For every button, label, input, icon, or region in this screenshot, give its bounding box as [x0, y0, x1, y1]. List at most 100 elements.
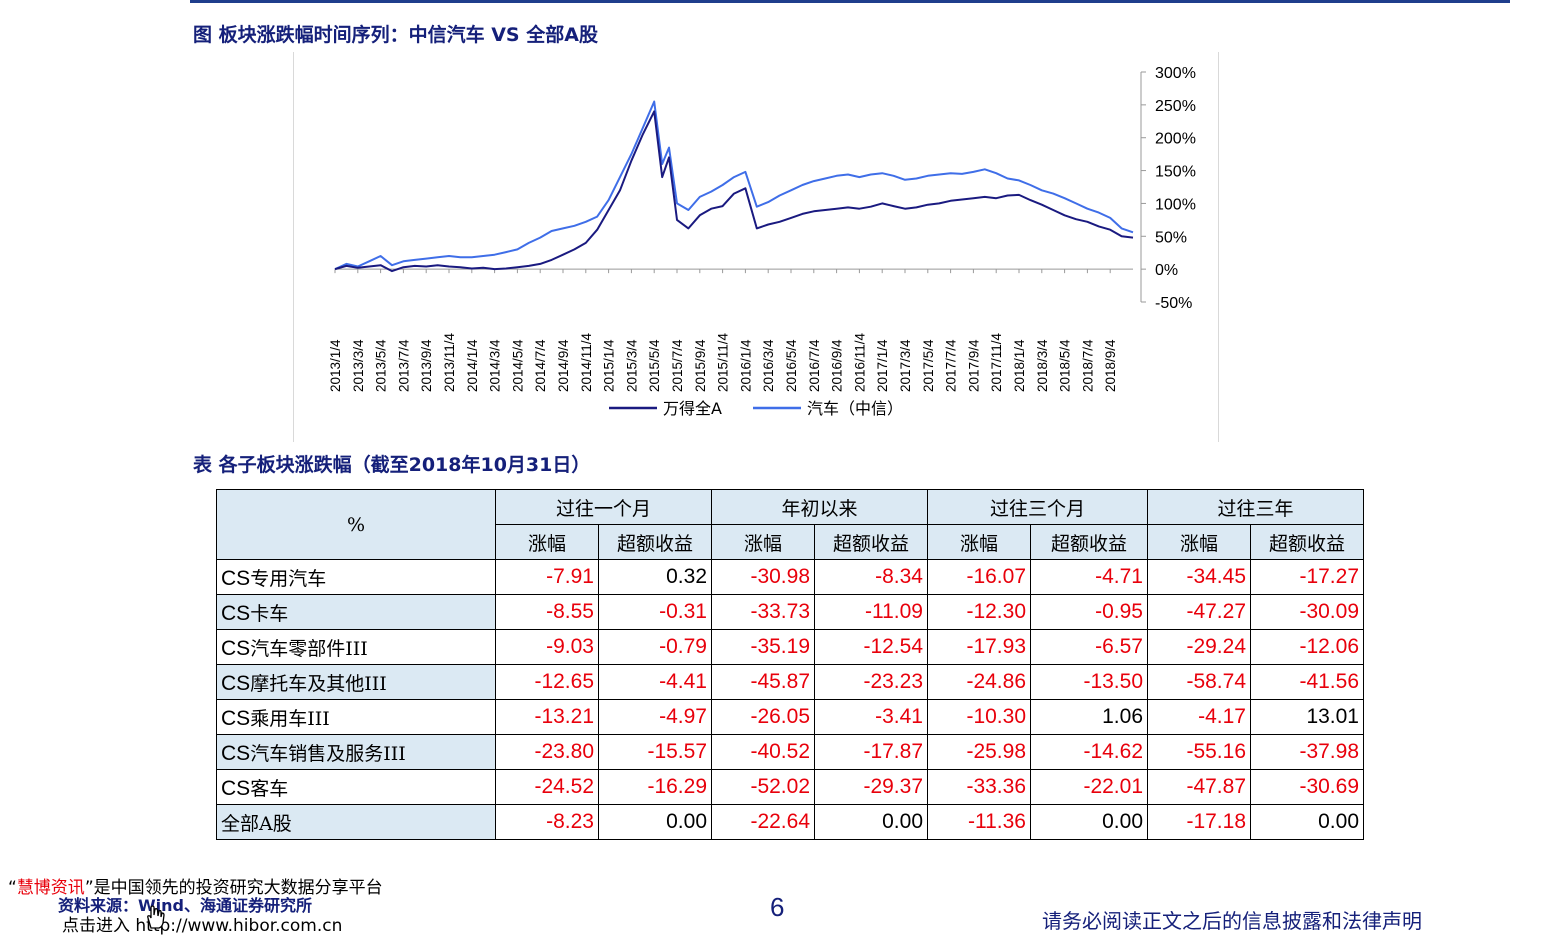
- row-label: 客车: [250, 777, 289, 800]
- x-tick-label: 2016/3/4: [761, 339, 776, 392]
- gain-cell: -33.73: [711, 594, 815, 630]
- group-header: 过往三年: [1147, 489, 1364, 525]
- excess-return-cell: -30.69: [1250, 769, 1364, 805]
- excess-return-cell: -41.56: [1250, 664, 1364, 700]
- x-tick-label: 2018/7/4: [1080, 339, 1095, 392]
- disclaimer: 请务必阅读正文之后的信息披露和法律声明: [1042, 909, 1422, 933]
- slogan-brand[interactable]: 慧博资讯: [16, 878, 85, 898]
- row-prefix: CS: [221, 671, 251, 695]
- excess-return-cell: -37.98: [1250, 734, 1364, 770]
- series-line: [334, 110, 1134, 273]
- x-tick-label: 2018/3/4: [1035, 339, 1050, 392]
- sub-header-excess: 超额收益: [1030, 524, 1148, 560]
- excess-return-cell: -14.62: [1030, 734, 1148, 770]
- x-tick-label: 2015/11/4: [716, 332, 731, 392]
- row-label: 摩托车及其他III: [250, 672, 387, 695]
- gain-cell: -17.93: [927, 629, 1031, 665]
- excess-return-cell: 13.01: [1250, 699, 1364, 735]
- x-tick-label: 2013/1/4: [328, 339, 343, 392]
- line-chart: 300% 250% 200% 150% 100% 50% 0% -50% 2013/1/4 201…: [293, 52, 1219, 442]
- gain-cell: -35.19: [711, 629, 815, 665]
- x-tick-label: 2015/9/4: [693, 339, 708, 392]
- y-tick-label: 300%: [1155, 65, 1196, 82]
- x-tick-label: 2014/1/4: [465, 339, 480, 392]
- x-tick-label: 2016/9/4: [830, 339, 845, 392]
- row-prefix: CS: [221, 741, 251, 765]
- x-tick-label: 2017/11/4: [989, 332, 1004, 392]
- source-note: 资料来源：Wind、海通证券研究所: [58, 896, 312, 915]
- x-tick-label: 2015/3/4: [624, 339, 639, 392]
- excess-return-cell: -12.54: [814, 629, 928, 665]
- gain-cell: -22.64: [711, 804, 815, 840]
- x-tick-label: 2016/7/4: [807, 339, 822, 392]
- excess-return-cell: -22.01: [1030, 769, 1148, 805]
- y-tick-label: 250%: [1155, 98, 1196, 115]
- gain-cell: -9.03: [495, 629, 599, 665]
- gain-cell: -12.65: [495, 664, 599, 700]
- x-tick-label: 2013/11/4: [442, 332, 457, 392]
- excess-return-cell: -17.27: [1250, 559, 1364, 595]
- sub-header-gain: 涨幅: [1147, 524, 1251, 560]
- x-tick-label: 2017/9/4: [966, 339, 981, 392]
- x-tick-label: 2016/11/4: [852, 332, 867, 392]
- excess-return-cell: -6.57: [1030, 629, 1148, 665]
- gain-cell: -10.30: [927, 699, 1031, 735]
- legend-label: 万得全A: [663, 399, 722, 418]
- y-tick-label: 100%: [1155, 196, 1196, 213]
- table-row: CS专用汽车 -7.91 0.32 -30.98 -8.34 -16.07 -4.71 -34…: [216, 559, 1364, 595]
- chart-section-title: 图 板块涨跌幅时间序列：中信汽车 VS 全部A股: [193, 24, 598, 46]
- row-label: 汽车销售及服务III: [250, 742, 406, 765]
- excess-return-cell: 0.32: [598, 559, 712, 595]
- gain-cell: -40.52: [711, 734, 815, 770]
- table-section-title: 表 各子板块涨跌幅（截至2018年10月31日）: [193, 454, 591, 476]
- group-header: 过往三个月: [927, 489, 1148, 525]
- gain-cell: -58.74: [1147, 664, 1251, 700]
- row-prefix: CS: [221, 636, 251, 660]
- gain-cell: -24.52: [495, 769, 599, 805]
- y-tick-label: 200%: [1155, 131, 1196, 148]
- table-row: CS汽车零部件III -9.03 -0.79 -35.19 -12.54 -17.93 -6…: [216, 629, 1364, 665]
- row-name: CS专用汽车: [216, 559, 496, 595]
- gain-cell: -30.98: [711, 559, 815, 595]
- subsector-table: % 过往一个月 年初以来 过往三个月 过往三年 涨幅 超额收益 涨幅 超额收益 …: [216, 489, 1364, 840]
- excess-return-cell: -0.79: [598, 629, 712, 665]
- sub-header-gain: 涨幅: [711, 524, 815, 560]
- row-label: 乘用车III: [250, 707, 330, 730]
- corner-header: %: [216, 489, 496, 560]
- x-tick-label: 2014/5/4: [510, 339, 525, 392]
- x-tick-label: 2018/5/4: [1058, 339, 1073, 392]
- gain-cell: -47.27: [1147, 594, 1251, 630]
- series-line: [334, 100, 1134, 271]
- x-tick-label: 2017/1/4: [875, 339, 890, 392]
- chart-svg: 300% 250% 200% 150% 100% 50% 0% -50% 2013/1/4 201…: [328, 65, 1196, 418]
- hibor-link[interactable]: 点击进入 http://www.hibor.com.cn: [62, 916, 343, 936]
- gain-cell: -8.55: [495, 594, 599, 630]
- row-prefix: CS: [221, 601, 251, 625]
- excess-return-cell: -4.97: [598, 699, 712, 735]
- footer-slogan: “慧博资讯”是中国领先的投资研究大数据分享平台: [8, 873, 383, 898]
- chart-right-border: [1218, 52, 1219, 442]
- sub-header-excess: 超额收益: [598, 524, 712, 560]
- row-name: CS摩托车及其他III: [216, 664, 496, 700]
- y-tick-label: 150%: [1155, 164, 1196, 181]
- row-name: CS客车: [216, 769, 496, 805]
- excess-return-cell: -15.57: [598, 734, 712, 770]
- row-prefix: CS: [221, 706, 251, 730]
- x-tick-label: 2013/7/4: [396, 339, 411, 392]
- gain-cell: -4.17: [1147, 699, 1251, 735]
- row-label: 全部A股: [221, 812, 292, 835]
- slogan-open-quote: “: [8, 878, 17, 898]
- table-row: CS摩托车及其他III -12.65 -4.41 -45.87 -23.23 -24.86…: [216, 664, 1364, 700]
- excess-return-cell: 0.00: [1250, 804, 1364, 840]
- gain-cell: -7.91: [495, 559, 599, 595]
- excess-return-cell: -3.41: [814, 699, 928, 735]
- gain-cell: -34.45: [1147, 559, 1251, 595]
- excess-return-cell: 0.00: [598, 804, 712, 840]
- excess-return-cell: -13.50: [1030, 664, 1148, 700]
- row-name: CS卡车: [216, 594, 496, 630]
- row-name: CS汽车销售及服务III: [216, 734, 496, 770]
- gain-cell: -24.86: [927, 664, 1031, 700]
- row-name: 全部A股: [216, 804, 496, 840]
- pointer-hand-icon: [147, 905, 165, 929]
- y-tick-label: 50%: [1155, 229, 1187, 246]
